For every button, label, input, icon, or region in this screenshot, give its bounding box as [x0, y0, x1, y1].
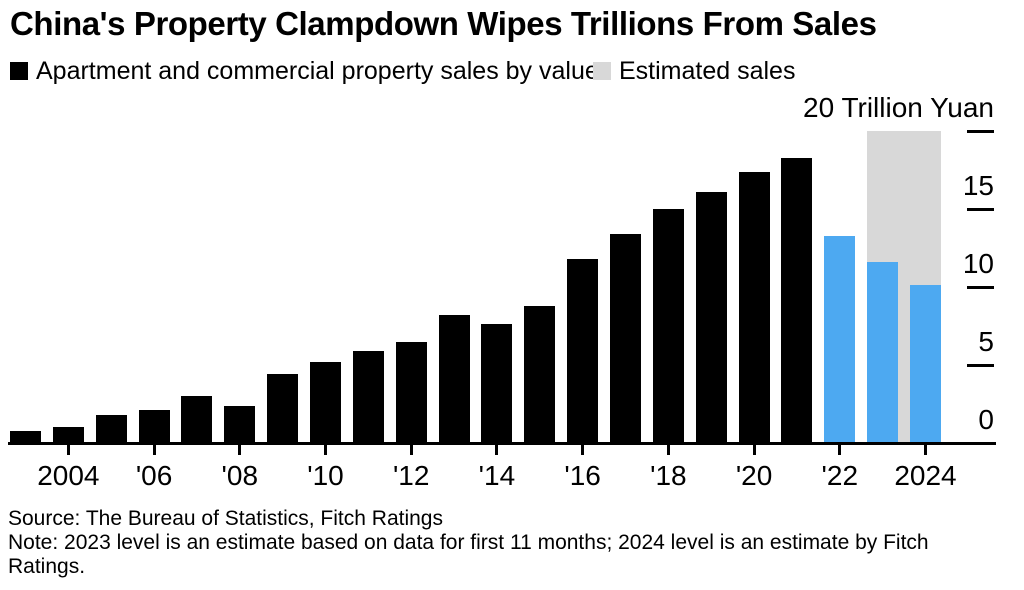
x-tick-label-2022: '22: [821, 460, 859, 491]
x-axis-line: [8, 441, 996, 445]
bar-2015: [524, 305, 556, 443]
bar-2011: [352, 350, 384, 443]
bar-2014: [481, 324, 513, 443]
x-tick-2006: [152, 443, 156, 455]
bar-2020: [738, 171, 770, 443]
bar-2021: [781, 157, 813, 443]
x-tick-2016: [581, 443, 585, 455]
bar-2009: [267, 374, 299, 443]
bar-2007: [181, 396, 213, 443]
bar-2008: [224, 405, 256, 443]
legend-item-actual-sales: Apartment and commercial property sales …: [10, 57, 599, 85]
y-tick-label-0: 0: [978, 404, 994, 435]
source-text: Source: The Bureau of Statistics, Fitch …: [8, 507, 443, 530]
legend-label-estimated: Estimated sales: [619, 56, 796, 85]
x-tick-label-2008: '08: [221, 460, 259, 491]
x-tick-label-2012: '12: [392, 460, 430, 491]
x-tick-2004: [66, 443, 70, 455]
bar-2019: [695, 191, 727, 443]
y-tick-label-5: 5: [978, 326, 994, 357]
chart-title: China's Property Clampdown Wipes Trillio…: [10, 5, 877, 42]
legend-item-estimated-sales: Estimated sales: [593, 57, 795, 85]
bar-2004: [52, 427, 84, 443]
x-tick-label-2016: '16: [564, 460, 601, 491]
bar-2003: [10, 430, 41, 443]
bar-2006: [138, 410, 170, 443]
note-text: Note: 2023 level is an estimate based on…: [8, 531, 929, 578]
x-tick-2020: [752, 443, 756, 455]
x-tick-2012: [409, 443, 413, 455]
x-tick-label-2014: '14: [478, 460, 516, 491]
bar-2013: [438, 315, 470, 443]
x-tick-label-2018: '18: [650, 460, 687, 491]
bar-2024: [909, 285, 941, 443]
x-tick-label-2004: 2004: [37, 460, 100, 491]
bar-2023: [867, 262, 899, 443]
legend-swatch-estimated: [593, 62, 611, 80]
y-tick-20: [967, 129, 994, 133]
bar-2016: [567, 258, 599, 443]
legend-label-actual: Apartment and commercial property sales …: [36, 56, 599, 85]
x-tick-2018: [666, 443, 670, 455]
x-tick-label-2020: '20: [735, 460, 773, 491]
x-tick-2024: [923, 443, 927, 455]
y-tick-15: [967, 207, 994, 211]
x-tick-label-2006: '06: [135, 460, 173, 491]
bar-2018: [652, 209, 684, 443]
bar-2010: [309, 361, 341, 443]
y-tick-label-20: 20 Trillion Yuan: [803, 92, 994, 123]
x-tick-label-2010: '10: [307, 460, 344, 491]
x-tick-label-2024: 2024: [894, 460, 957, 491]
x-tick-2008: [238, 443, 242, 455]
bar-2017: [609, 233, 641, 443]
bar-2022: [824, 235, 856, 443]
legend-swatch-actual: [10, 62, 28, 80]
y-tick-10: [967, 285, 994, 289]
bar-2012: [395, 341, 427, 443]
y-tick-label-10: 10: [962, 248, 994, 279]
x-tick-2022: [838, 443, 842, 455]
x-tick-2014: [495, 443, 499, 455]
y-tick-label-15: 15: [962, 170, 994, 201]
bar-2005: [95, 414, 127, 443]
x-tick-2010: [323, 443, 327, 455]
y-tick-5: [967, 363, 994, 367]
